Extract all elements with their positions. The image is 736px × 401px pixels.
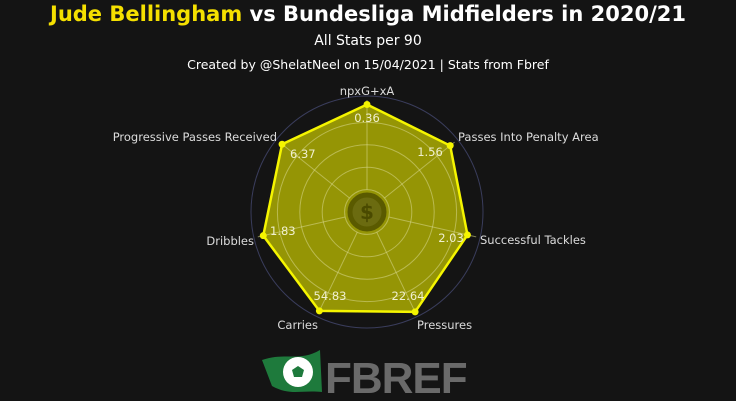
grid-ring (250, 95, 484, 329)
data-point (315, 307, 323, 315)
fbref-logo-text: FBREF (325, 354, 467, 401)
player-name: Jude Bellingham (50, 2, 243, 26)
axis-label: npxG+xA (340, 84, 395, 98)
axis-label: Passes Into Penalty Area (458, 130, 599, 144)
axis-label: Pressures (417, 318, 472, 332)
grid-spoke (279, 141, 350, 199)
data-point (446, 142, 454, 150)
value-label: 1.56 (417, 145, 443, 159)
grid-spoke (376, 231, 417, 314)
grid-spoke (257, 216, 346, 238)
chart-credit: Created by @ShelatNeel on 15/04/2021 | S… (187, 57, 549, 72)
center-logo-glyph: $ (360, 200, 374, 224)
data-point (463, 231, 471, 239)
center-logo-icon (347, 192, 387, 232)
grid-spoke (388, 216, 477, 238)
value-label: 54.83 (314, 289, 347, 303)
soccer-ball-patch (292, 366, 304, 377)
axis-label: Carries (277, 318, 318, 332)
axis-label: Dribbles (206, 234, 254, 248)
value-label: 1.83 (270, 224, 296, 238)
data-point (278, 140, 286, 148)
grid-spoke (317, 231, 358, 314)
axis-label: Successful Tackles (480, 233, 586, 247)
value-label: 6.37 (290, 147, 316, 161)
data-point (411, 308, 419, 316)
value-label: 2.03 (438, 231, 464, 245)
chart-title: Jude Bellingham vs Bundesliga Midfielder… (0, 2, 736, 26)
grid-spoke (384, 141, 455, 199)
axis-label: Progressive Passes Received (113, 130, 277, 144)
value-label: 22.64 (392, 289, 425, 303)
data-point (363, 100, 371, 108)
title-rest: vs Bundesliga Midfielders in 2020/21 (242, 2, 686, 26)
data-point (259, 232, 267, 240)
chart-subtitle: All Stats per 90 (314, 33, 422, 49)
value-label: 0.36 (354, 111, 380, 125)
